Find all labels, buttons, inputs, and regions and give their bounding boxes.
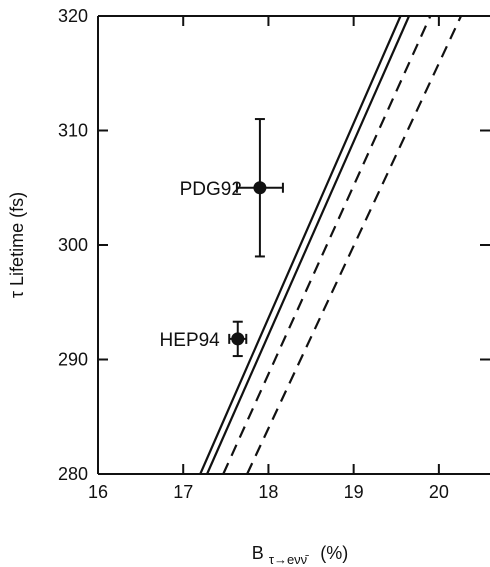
x-tick-label: 20 — [429, 482, 449, 502]
data-points: PDG92 HEP94 — [160, 118, 284, 358]
x-axis-title-main: B — [252, 543, 264, 563]
data-point-marker — [231, 332, 245, 346]
x-axis-title: B τ→eνν̄ (%) — [252, 543, 348, 567]
solid-band-line — [199, 15, 402, 475]
x-tick-label: 17 — [173, 482, 193, 502]
axis-tick-labels: 16 17 18 19 20 280 290 300 310 320 — [58, 6, 449, 502]
dashed-band-line — [246, 15, 463, 475]
x-tick-label: 16 — [88, 482, 108, 502]
axis-ticks — [97, 15, 490, 475]
dashed-band-line — [222, 15, 432, 475]
y-tick-label: 290 — [58, 350, 88, 370]
data-point-marker — [253, 181, 267, 195]
solid-band-line — [206, 15, 411, 475]
band-lines — [199, 15, 463, 475]
y-tick-label: 300 — [58, 235, 88, 255]
x-axis-title-subscript: τ→eνν̄ — [269, 552, 309, 567]
x-axis-title-unit: (%) — [320, 543, 348, 563]
y-tick-label: 310 — [58, 121, 88, 141]
x-tick-label: 18 — [258, 482, 278, 502]
y-tick-label: 280 — [58, 464, 88, 484]
plot-frame — [97, 15, 490, 475]
y-tick-label: 320 — [58, 6, 88, 26]
data-point-label: PDG92 — [180, 179, 242, 200]
axis-titles: B τ→eνν̄ (%) τ Lifetime (fs) — [7, 192, 348, 567]
data-point-label: HEP94 — [160, 330, 221, 351]
y-axis-title: τ Lifetime (fs) — [7, 192, 27, 298]
x-tick-label: 19 — [344, 482, 364, 502]
